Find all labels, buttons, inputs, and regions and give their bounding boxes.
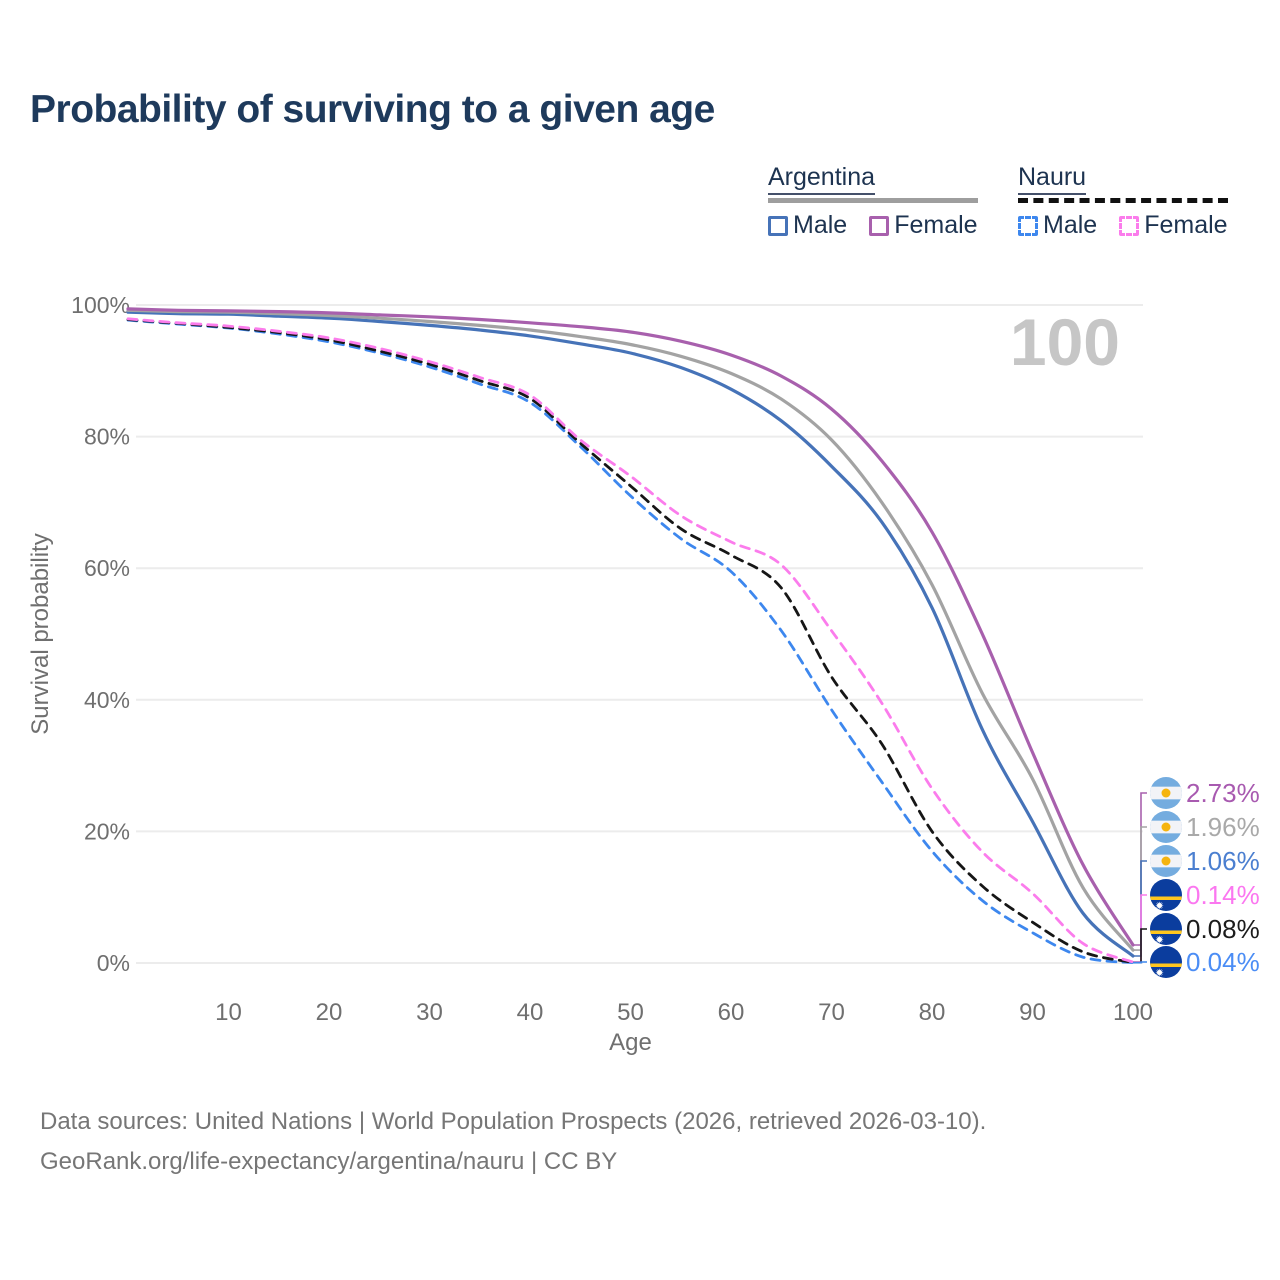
y-axis-title: Survival probability	[27, 533, 54, 734]
legend-underline-argentina-both-sexes	[768, 198, 978, 203]
x-tick-label: 100	[1113, 999, 1153, 1026]
x-tick-label: 20	[316, 999, 343, 1026]
y-tick-label: 40%	[84, 687, 130, 713]
series-line-nauru-male[interactable]	[126, 318, 1135, 965]
gridlines	[136, 304, 1143, 964]
legend-label-argentina-male: Male	[793, 211, 848, 239]
leader-line-argentina-male	[1133, 860, 1147, 957]
series-line-argentina-female[interactable]	[126, 307, 1135, 947]
argentina-flag-icon	[1150, 845, 1182, 877]
y-tick-label: 100%	[71, 292, 130, 318]
x-tick-label: 40	[517, 999, 544, 1026]
page-title: Probability of surviving to a given age	[30, 88, 715, 131]
nauru-flag-icon	[1150, 879, 1182, 911]
x-axis-title: Age	[609, 1029, 652, 1056]
x-tick-label: 80	[919, 999, 946, 1026]
leader-line-argentina-both-sexes	[1133, 826, 1147, 951]
series-line-argentina-both-sexes[interactable]	[126, 308, 1135, 952]
x-tick-label: 10	[215, 999, 242, 1026]
legend-label-argentina-female: Female	[894, 211, 978, 239]
legend-label-nauru-female: Female	[1144, 211, 1228, 239]
y-tick-label: 80%	[84, 424, 130, 450]
data-series	[126, 307, 1135, 965]
legend-title-nauru[interactable]: Nauru	[1018, 163, 1087, 195]
end-value-labels: 2.73% 1.96% 1.06% 0.14% 0.08%0.04%	[1133, 777, 1260, 978]
leader-line-argentina-female	[1133, 792, 1147, 946]
end-label-nauru-both-sexes: 0.08%	[1186, 914, 1260, 944]
series-line-nauru-both-sexes[interactable]	[126, 318, 1135, 964]
legend-title-argentina[interactable]: Argentina	[768, 163, 876, 195]
legend-item-argentina-male[interactable]: Male	[768, 211, 847, 240]
nauru-female-swatch-icon	[1119, 215, 1140, 236]
legend-item-nauru-female[interactable]: Female	[1119, 211, 1228, 240]
argentina-male-swatch-icon	[768, 215, 788, 236]
axis-labels: 0% 20% 40% 60% 80% 100% 10 20 30 40 50 60 70 80 90 100 A…	[27, 292, 1153, 1056]
end-label-nauru-female: 0.14%	[1186, 880, 1260, 910]
end-label-argentina-female: 2.73%	[1186, 778, 1260, 808]
argentina-female-swatch-icon	[869, 215, 890, 236]
series-line-nauru-female[interactable]	[126, 317, 1135, 964]
y-tick-label: 20%	[84, 818, 130, 844]
legend-underline-nauru-both-sexes	[1018, 198, 1228, 203]
x-tick-label: 60	[718, 999, 745, 1026]
end-label-argentina-male: 1.06%	[1186, 846, 1260, 876]
argentina-flag-icon	[1150, 811, 1182, 843]
y-tick-label: 0%	[97, 950, 130, 976]
age-counter-watermark: 100	[1010, 305, 1120, 379]
x-tick-label: 30	[416, 999, 443, 1026]
end-label-argentina-both-sexes: 1.96%	[1186, 812, 1260, 842]
series-line-argentina-male[interactable]	[126, 310, 1135, 958]
footer-attribution: GeoRank.org/life-expectancy/argentina/na…	[40, 1148, 618, 1175]
legend-group-argentina: Argentina Male Female	[768, 163, 978, 240]
legend-group-nauru: Nauru Male Female	[1018, 163, 1228, 240]
nauru-flag-icon	[1150, 913, 1182, 945]
x-tick-label: 50	[617, 999, 644, 1026]
x-tick-label: 90	[1019, 999, 1046, 1026]
x-tick-label: 70	[818, 999, 845, 1026]
nauru-male-swatch-icon	[1018, 215, 1038, 236]
leader-line-nauru-male	[1133, 961, 1147, 964]
legend-label-nauru-male: Male	[1043, 211, 1098, 239]
legend-item-nauru-male[interactable]: Male	[1018, 211, 1097, 240]
argentina-flag-icon	[1150, 777, 1182, 809]
legend-item-argentina-female[interactable]: Female	[869, 211, 978, 240]
footer-data-sources: Data sources: United Nations | World Pop…	[40, 1108, 987, 1135]
nauru-flag-icon	[1150, 946, 1182, 978]
y-tick-label: 60%	[84, 555, 130, 581]
end-label-nauru-male: 0.04%	[1186, 947, 1260, 977]
